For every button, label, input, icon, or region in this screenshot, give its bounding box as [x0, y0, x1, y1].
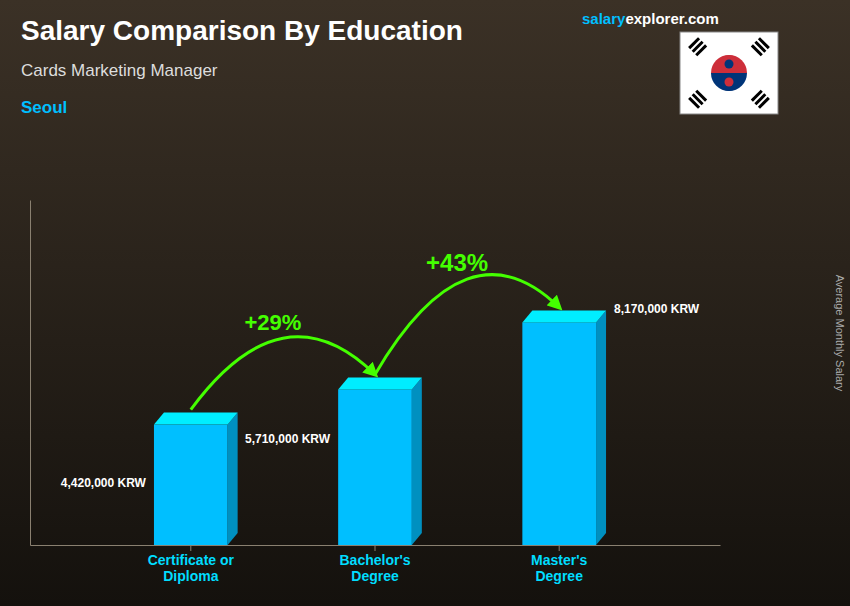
growth-arrow: [375, 275, 559, 375]
flag-taeguk: [725, 60, 734, 69]
flag-taeguk: [720, 55, 738, 73]
data-label: 4,420,000 KRW: [61, 476, 147, 490]
flag-trigram-bar: [695, 44, 707, 56]
x-tick-label-line: Degree: [535, 568, 583, 584]
bar-side: [228, 413, 238, 545]
city: Seoul: [21, 98, 67, 117]
flag-trigram: [688, 37, 707, 56]
growth-label: +43%: [426, 249, 488, 276]
bar: [522, 322, 596, 545]
x-tick-label-line: Diploma: [163, 568, 218, 584]
bar-top: [154, 413, 238, 425]
x-tick-label-line: Certificate or: [148, 552, 235, 568]
flag: [680, 32, 778, 114]
flag-trigram: [751, 90, 770, 109]
website-part: explorer.com: [625, 10, 718, 27]
bars: [154, 310, 606, 545]
x-tick: [190, 545, 191, 551]
title: Salary Comparison By Education: [21, 15, 463, 46]
growth-arrow: [191, 337, 375, 410]
x-tick-label-line: Master's: [531, 552, 587, 568]
bar: [338, 389, 412, 545]
flag-trigram: [751, 37, 770, 56]
growth-label: +29%: [244, 310, 301, 335]
flag-taeguk: [711, 73, 747, 91]
flag-taeguk: [725, 78, 734, 87]
x-tick-label: Bachelor'sDegree: [339, 552, 410, 584]
background: [0, 0, 850, 606]
x-tick-label: Certificate orDiploma: [148, 552, 235, 584]
data-label: 5,710,000 KRW: [245, 432, 331, 446]
flag-trigram-bar: [751, 44, 763, 56]
y-axis: [30, 201, 31, 546]
y-axis-line: [30, 201, 31, 546]
x-tick: [375, 545, 376, 551]
data-label: 8,170,000 KRW: [614, 302, 700, 316]
flag-background: [680, 32, 778, 114]
flag-taeguk: [711, 55, 747, 73]
x-tick: [559, 545, 560, 551]
x-axis: Certificate orDiplomaBachelor'sDegreeMas…: [31, 545, 721, 584]
website-part: salary: [582, 10, 626, 27]
flag-trigram: [688, 90, 707, 109]
bar-top: [522, 310, 606, 322]
x-tick-label-line: Degree: [351, 568, 399, 584]
bar: [154, 425, 228, 545]
flag-taeguk: [720, 73, 738, 91]
bar-side: [412, 377, 422, 545]
flag-trigram-bar: [688, 97, 700, 109]
x-tick-label: Master'sDegree: [531, 552, 587, 584]
bar-top: [338, 377, 422, 389]
flag-trigram-bar: [758, 97, 770, 109]
bar-side: [596, 310, 606, 545]
y-axis-title: Average Monthly Salary: [834, 275, 846, 392]
subtitle: Cards Marketing Manager: [21, 61, 218, 80]
x-tick-label-line: Bachelor's: [339, 552, 410, 568]
chart: Salary Comparison By Education Cards Mark…: [0, 0, 850, 606]
